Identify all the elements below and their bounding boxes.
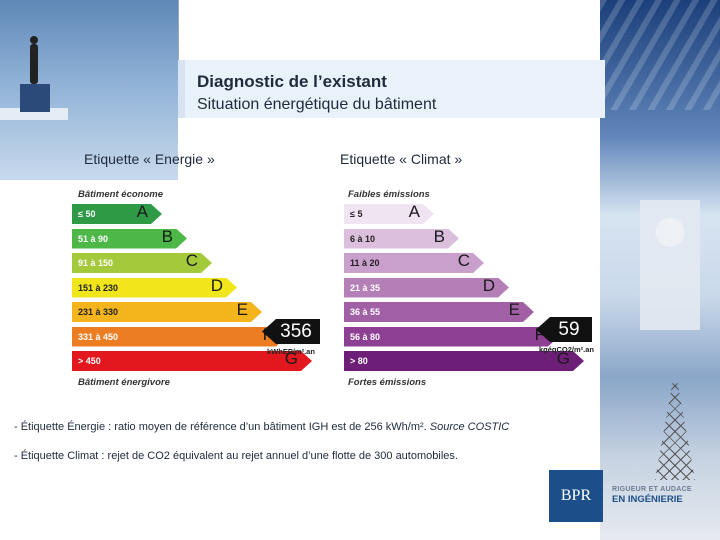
- climate-bar-g: > 80 G: [344, 351, 584, 371]
- energy-bar-letter: C: [185, 251, 198, 270]
- energy-bar-letter: G: [284, 349, 298, 368]
- lab-person-photo: [640, 200, 700, 330]
- climate-value: 59: [558, 319, 580, 340]
- divider-line: [178, 0, 179, 60]
- photo-figure-head: [30, 36, 38, 44]
- energy-bar-e: 231 à 330 E: [72, 302, 262, 322]
- energy-bar-range: 331 à 450: [78, 331, 119, 342]
- energy-bar-letter: D: [210, 275, 223, 295]
- photo-ledge: [0, 108, 68, 120]
- photo-figure-body: [30, 44, 38, 84]
- energy-bar-b: 51 à 90 B: [72, 229, 187, 249]
- energy-bar-range: 51 à 90: [78, 233, 109, 244]
- bpr-logo: BPR: [549, 470, 603, 522]
- energy-bar-range: 91 à 150: [78, 258, 114, 268]
- photo-pedestal: [20, 84, 50, 112]
- energy-bar-f: 331 à 450F: [72, 327, 287, 347]
- climate-bar-e: 36 à 55 E: [344, 302, 534, 322]
- energy-unit: kWhEP/m².an: [267, 347, 315, 356]
- climate-bar-f: 56 à 80 F: [344, 327, 559, 347]
- climate-bar-a: ≤ 5 A: [344, 204, 434, 224]
- climate-bar-letter: E: [508, 300, 520, 319]
- energy-bar-c: 91 à 150 C: [72, 253, 212, 273]
- climate-bar-b: 6 à 10 B: [344, 229, 459, 249]
- energy-heading: Etiquette « Energie »: [84, 151, 215, 167]
- climate-bar-letter: F: [534, 324, 545, 344]
- energy-bar-range: ≤ 50: [78, 209, 96, 219]
- climate-heading: Etiquette « Climat »: [340, 151, 463, 167]
- climate-top-label: Faibles émissions: [348, 189, 430, 200]
- climate-bar-letter: C: [457, 251, 470, 270]
- note-energy-source: Source COSTIC: [429, 421, 510, 433]
- slide-subtitle: Situation énergétique du bâtiment: [197, 96, 437, 113]
- climate-bar-range: 36 à 55: [350, 307, 381, 317]
- climate-bar-letter: B: [433, 226, 445, 246]
- energy-value-box: 356: [262, 319, 320, 344]
- energy-bar-letter: E: [236, 300, 248, 319]
- title-banner: [185, 60, 605, 118]
- climate-bar-range: > 80: [350, 356, 368, 366]
- energy-bar-g: > 450 G: [72, 351, 312, 371]
- climate-bar-range: 56 à 80: [350, 331, 381, 342]
- climate-bar-c: 11 à 20 C: [344, 253, 484, 273]
- energy-bar-letter: B: [161, 226, 173, 246]
- energy-top-label: Bâtiment économe: [78, 189, 163, 200]
- climate-bar-d: 21 à 35 D: [344, 278, 509, 298]
- slide-title: Diagnostic de l’existant: [197, 72, 387, 91]
- note-energy-text: - Étiquette Énergie : ratio moyen de réf…: [14, 421, 430, 433]
- climate-bar-letter: G: [556, 349, 570, 368]
- note-energy: - Étiquette Énergie : ratio moyen de réf…: [14, 421, 509, 433]
- pipes-photo: [600, 0, 720, 110]
- energy-label: Bâtiment économe ≤ 50 A 51 à 90 B 91 à 150 C 1…: [62, 183, 324, 393]
- energy-bar-range: > 450: [78, 356, 101, 366]
- note-climate: - Étiquette Climat : rejet de CO2 équiva…: [14, 450, 458, 462]
- energy-bar-range: 231 à 330: [78, 307, 119, 317]
- logo-tagline: RIGUEUR ET AUDACE: [612, 486, 692, 493]
- climate-bar-letter: D: [482, 275, 495, 295]
- energy-bar-letter: A: [136, 202, 148, 221]
- energy-bar-range: 151 à 230: [78, 282, 119, 293]
- logo-name: EN INGÉNIERIE: [612, 494, 683, 505]
- climate-bottom-label: Fortes émissions: [348, 377, 427, 388]
- climate-label: Faibles émissions ≤ 5 A 6 à 10 B 11 à 20 C 21 …: [334, 183, 596, 393]
- title-accent: [178, 60, 185, 118]
- energy-bar-d: 151 à 230 D: [72, 278, 237, 298]
- climate-unit: kgéqCO2/m².an: [539, 345, 595, 354]
- energy-bottom-label: Bâtiment énergivore: [78, 377, 170, 388]
- energy-bar-a: ≤ 50 A: [72, 204, 162, 224]
- climate-bar-range: 21 à 35: [350, 282, 381, 293]
- climate-bar-range: 6 à 10: [350, 233, 376, 244]
- climate-bar-letter: A: [408, 202, 420, 221]
- energy-value: 356: [280, 321, 312, 342]
- climate-bar-range: ≤ 5: [350, 209, 363, 219]
- climate-bar-range: 11 à 20: [350, 258, 380, 268]
